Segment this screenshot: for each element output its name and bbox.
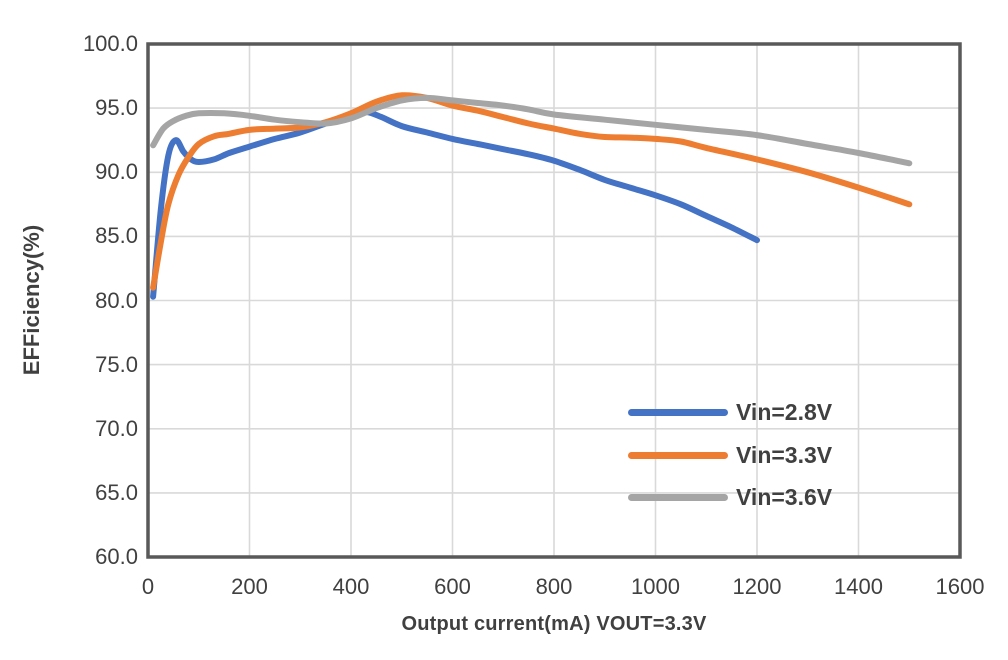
y-tick-label: 85.0 — [95, 223, 138, 249]
y-tick-label: 65.0 — [95, 479, 138, 505]
legend-label-vin-2v8: Vin=2.8V — [736, 398, 833, 425]
y-tick-label: 90.0 — [95, 159, 138, 185]
x-tick-label: 600 — [434, 574, 471, 599]
y-tick-label: 75.0 — [95, 351, 138, 377]
x-tick-label: 1200 — [732, 574, 782, 599]
y-tick-label: 60.0 — [95, 544, 138, 569]
legend-item-vin-3v3: Vin=3.3V — [628, 440, 832, 470]
y-tick-label: 100.0 — [82, 31, 138, 56]
legend-item-vin-2v8: Vin=2.8V — [628, 397, 832, 427]
y-tick-label: 80.0 — [95, 287, 138, 313]
legend-swatch-vin-3v3 — [628, 451, 728, 459]
x-tick-label: 0 — [141, 574, 155, 599]
y-axis-title: EFFiciency(%) — [19, 224, 44, 376]
legend-label-vin-3v6: Vin=3.6V — [736, 483, 833, 510]
series-line-vin-3-6v — [150, 94, 913, 167]
x-tick-label: 1000 — [631, 574, 680, 599]
legend-item-vin-3v6: Vin=3.6V — [628, 482, 832, 512]
x-tick-label: 400 — [332, 574, 370, 599]
x-axis-title: Output current(mA) VOUT=3.3V — [401, 613, 707, 635]
legend-swatch-vin-3v6 — [628, 493, 728, 501]
x-tick-label: 1600 — [935, 574, 985, 599]
legend-swatch-vin-2v8 — [628, 408, 728, 416]
x-tick-label: 200 — [231, 574, 268, 599]
y-tick-label: 70.0 — [95, 415, 138, 441]
axis-border — [146, 42, 962, 559]
x-tick-label: 800 — [535, 574, 573, 599]
legend-label-vin-3v3: Vin=3.3V — [736, 441, 833, 468]
x-tick-label: 1400 — [834, 574, 883, 599]
y-tick-label: 95.0 — [95, 95, 138, 121]
series-line-vin-3-3v — [150, 92, 913, 291]
